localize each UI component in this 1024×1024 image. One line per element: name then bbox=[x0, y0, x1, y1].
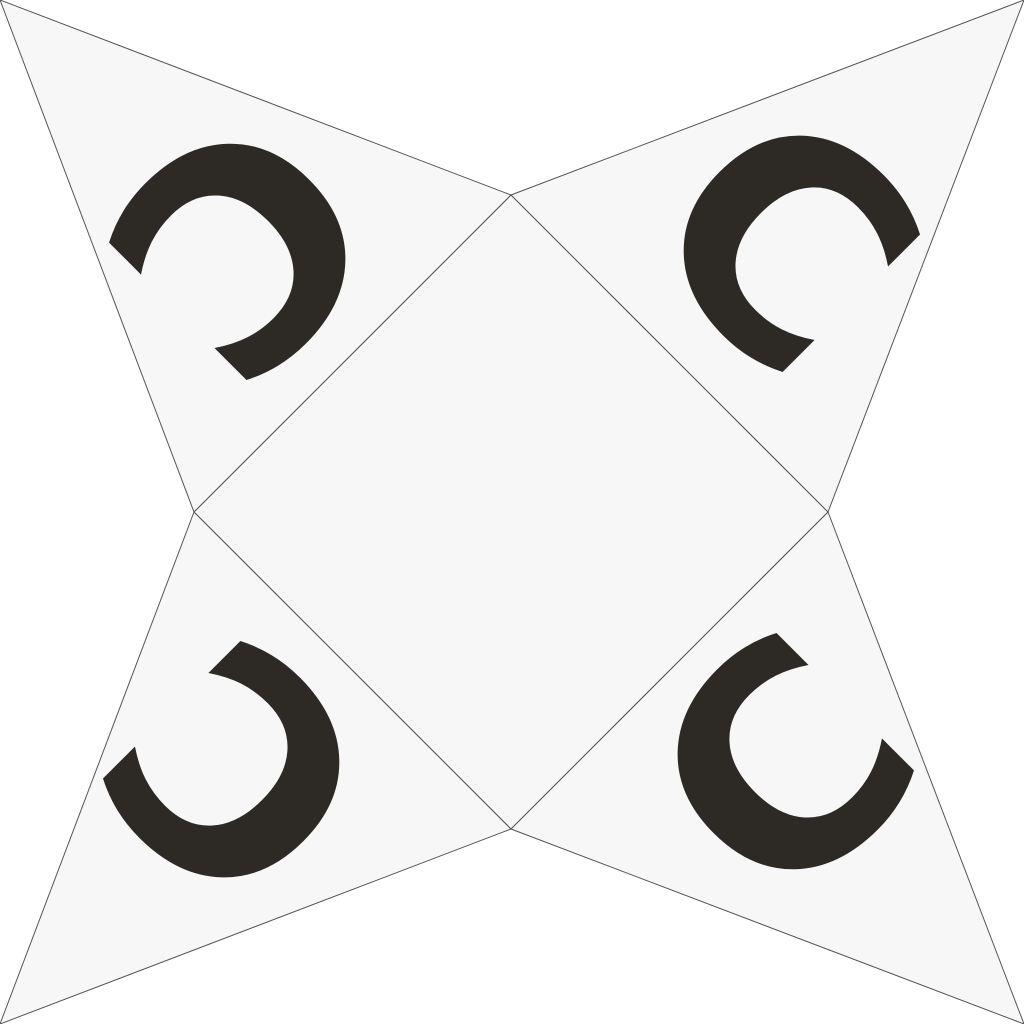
top-left-triangle-face bbox=[0, 0, 512, 513]
bottom-left-triangle-face bbox=[0, 511, 512, 1024]
top-right-triangle-face bbox=[510, 0, 1024, 513]
bottom-right-triangle-face bbox=[510, 511, 1024, 1024]
